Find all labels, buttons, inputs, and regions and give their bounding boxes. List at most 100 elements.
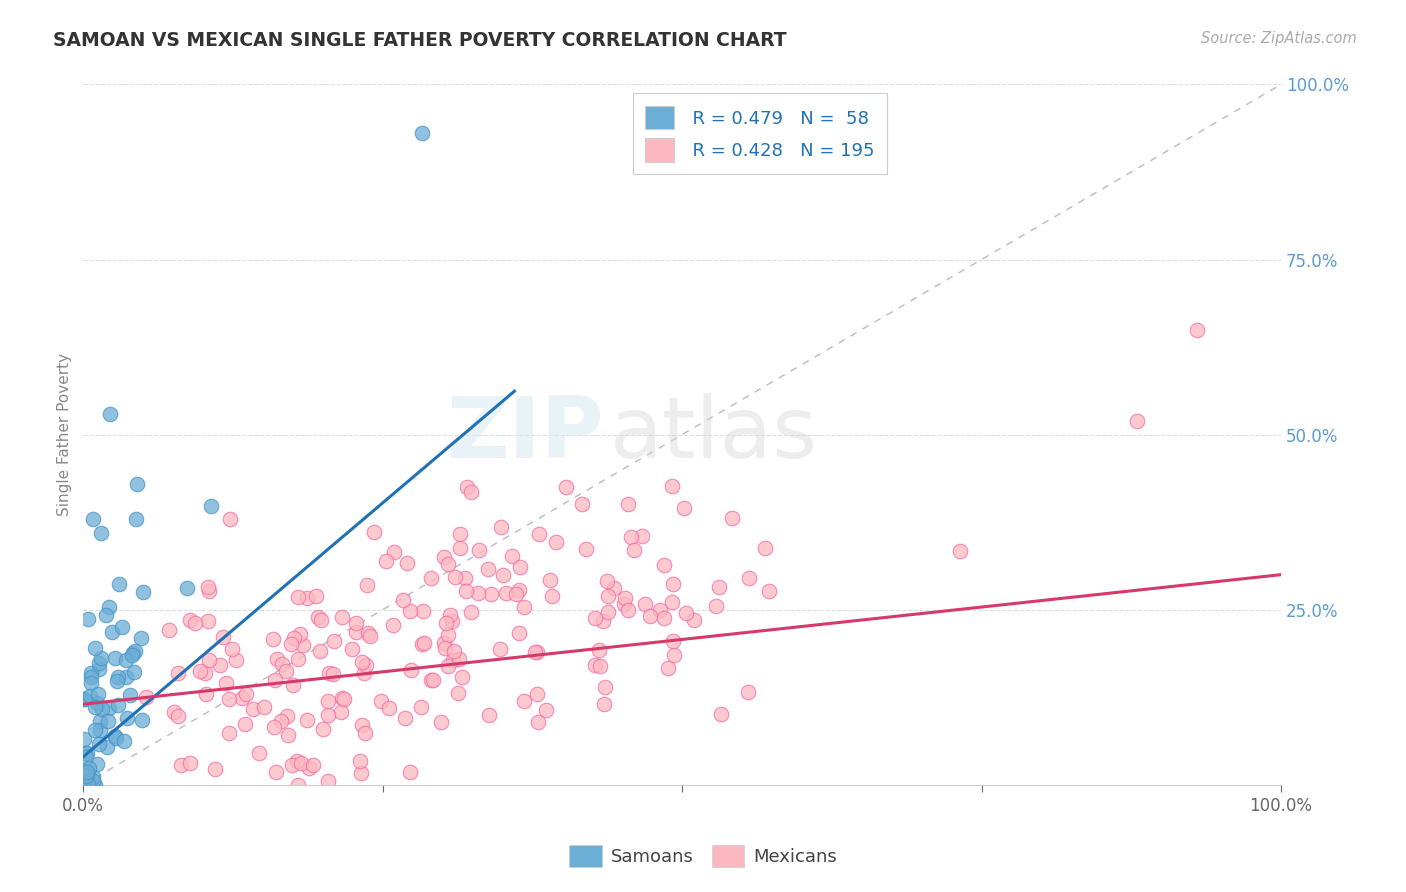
Point (378, 701, 401, 715)
Point (114, 653, 136, 667)
Point (305, 589, 328, 603)
Point (1126, 414, 1149, 428)
Point (127, 476, 149, 491)
Point (340, 642, 363, 657)
Point (247, 747, 270, 761)
Point (135, 690, 157, 704)
Point (571, 497, 593, 511)
Point (489, 641, 512, 656)
Point (86, 696, 108, 710)
Point (104, 731, 127, 746)
Point (657, 661, 679, 675)
Point (585, 610, 607, 624)
Point (430, 715, 453, 730)
Point (80, 676, 103, 690)
Point (281, 678, 304, 692)
Point (204, 762, 226, 776)
Point (84, 700, 107, 714)
Point (526, 714, 548, 729)
Point (76, 775, 98, 789)
Point (322, 634, 344, 648)
Point (96, 739, 118, 754)
Legend:   R = 0.479   N =  58,   R = 0.428   N = 195: R = 0.479 N = 58, R = 0.428 N = 195 (633, 94, 887, 174)
Point (467, 585, 489, 599)
Point (392, 593, 415, 607)
Point (87, 657, 110, 671)
Point (263, 720, 285, 734)
Point (422, 673, 444, 687)
Point (350, 766, 373, 780)
Point (439, 607, 461, 622)
Point (588, 642, 610, 657)
Point (105, 673, 128, 688)
Point (121, 646, 143, 660)
Point (353, 665, 375, 680)
Point (631, 529, 654, 543)
Point (277, 728, 299, 742)
Point (593, 681, 616, 695)
Point (538, 573, 561, 587)
Point (434, 615, 457, 630)
Point (75, 775, 97, 789)
Point (197, 614, 219, 628)
Point (89, 723, 111, 738)
Point (198, 653, 221, 667)
Point (83, 641, 105, 656)
Point (157, 623, 180, 637)
Point (75, 750, 97, 764)
Point (190, 664, 212, 678)
Point (194, 687, 217, 701)
Point (513, 600, 536, 615)
Point (634, 597, 657, 611)
Point (437, 628, 460, 642)
Point (332, 692, 354, 706)
Point (592, 615, 614, 629)
Point (121, 648, 143, 663)
Point (399, 765, 422, 780)
Point (434, 641, 457, 656)
Point (280, 637, 302, 651)
Point (184, 615, 207, 630)
Point (754, 541, 776, 555)
Text: Source: ZipAtlas.com: Source: ZipAtlas.com (1201, 31, 1357, 46)
Point (449, 541, 471, 556)
Point (672, 500, 695, 515)
Point (104, 651, 127, 665)
Point (98, 407, 121, 421)
Point (456, 480, 478, 494)
Point (287, 590, 309, 604)
Point (354, 658, 377, 673)
Point (90, 525, 112, 540)
Point (122, 665, 145, 679)
Point (758, 584, 780, 599)
Point (118, 688, 141, 702)
Point (613, 598, 636, 612)
Point (350, 718, 373, 732)
Point (374, 554, 396, 568)
Point (593, 697, 616, 711)
Point (90, 651, 112, 665)
Text: ZIP: ZIP (447, 393, 605, 476)
Point (330, 690, 353, 705)
Point (443, 643, 465, 657)
Point (652, 611, 675, 625)
Point (87, 687, 110, 701)
Point (949, 544, 972, 558)
Point (623, 543, 645, 558)
Point (101, 625, 124, 640)
Point (179, 613, 201, 627)
Text: atlas: atlas (610, 393, 818, 476)
Point (399, 663, 422, 677)
Point (524, 645, 547, 659)
Point (77, 761, 100, 775)
Point (77, 777, 100, 791)
Point (662, 648, 685, 663)
Point (583, 658, 606, 673)
Point (661, 479, 683, 493)
Point (253, 700, 276, 714)
Point (411, 637, 433, 651)
Point (298, 761, 321, 775)
Point (704, 599, 727, 614)
Point (80, 778, 103, 792)
Point (297, 714, 319, 728)
